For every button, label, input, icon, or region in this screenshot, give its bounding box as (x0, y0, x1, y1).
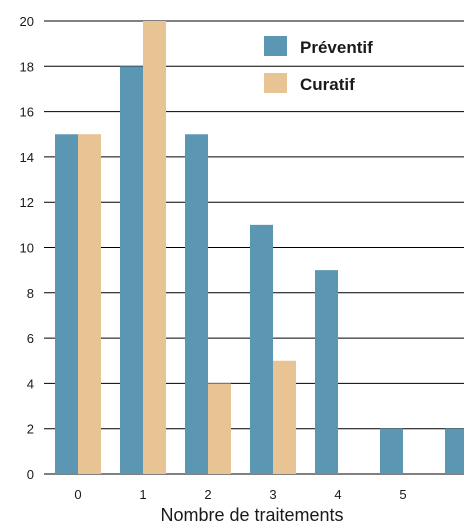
bar (273, 360, 296, 474)
y-tick-label: 20 (20, 14, 34, 29)
y-tick-label: 0 (27, 467, 34, 482)
bar (78, 134, 101, 474)
y-tick-label: 18 (20, 59, 34, 74)
legend-swatch-preventif (264, 36, 287, 56)
bar (250, 224, 273, 474)
y-tick-label: 16 (20, 105, 34, 120)
y-tick-label: 4 (27, 376, 34, 391)
x-tick-label: 0 (74, 487, 81, 502)
bar (120, 66, 143, 475)
x-tick-label: 2 (204, 487, 211, 502)
legend-swatch-curatif (264, 73, 287, 93)
x-tick-label: 3 (269, 487, 276, 502)
bars (55, 21, 464, 475)
y-tick-label: 6 (27, 331, 34, 346)
legend: Préventif Curatif (264, 36, 373, 94)
x-tick-labels: 01234567 (74, 487, 406, 502)
y-tick-label: 8 (27, 286, 34, 301)
bar (55, 134, 78, 474)
y-tick-labels: 0 2 4 6 8 10 12 14 16 18 20 (20, 14, 34, 482)
bar (208, 383, 231, 474)
x-tick-label: 1 (139, 487, 146, 502)
bar (380, 428, 403, 474)
bar (185, 134, 208, 474)
legend-label-curatif: Curatif (300, 75, 355, 94)
x-tick-label: 4 (334, 487, 341, 502)
bar (315, 270, 338, 474)
bar (445, 428, 464, 474)
y-tick-label: 2 (27, 422, 34, 437)
x-tick-label: 5 (399, 487, 406, 502)
y-tick-label: 10 (20, 241, 34, 256)
x-axis-title: Nombre de traitements (160, 505, 343, 525)
legend-label-preventif: Préventif (300, 38, 373, 57)
y-tick-label: 14 (20, 150, 34, 165)
y-tick-label: 12 (20, 195, 34, 210)
bar (143, 21, 166, 474)
